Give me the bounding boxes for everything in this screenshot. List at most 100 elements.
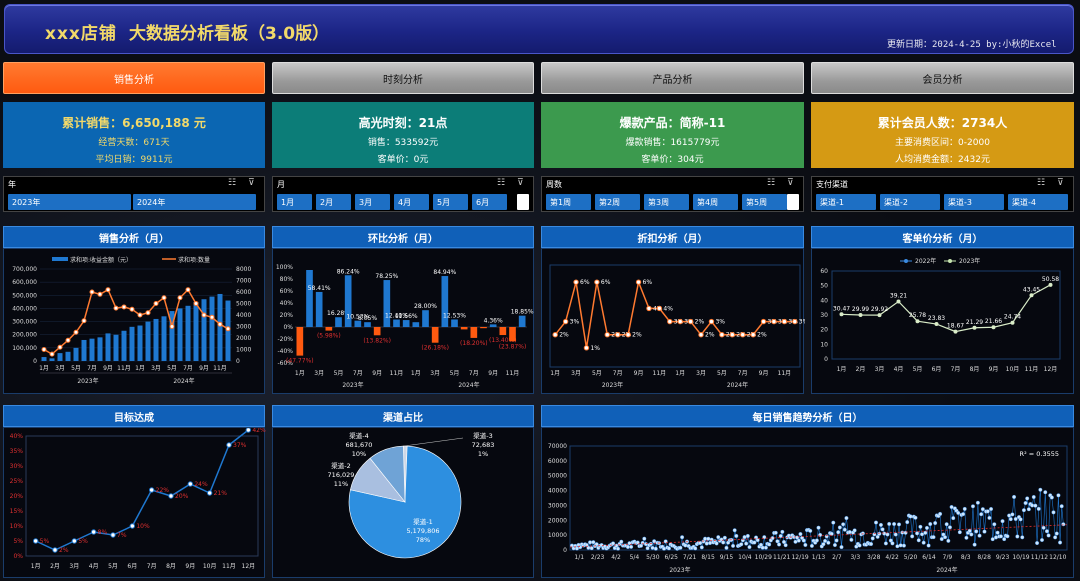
slicer-scroll[interactable] <box>787 194 799 210</box>
data-point <box>663 539 668 544</box>
slicer-item[interactable]: 2023年 <box>8 194 131 210</box>
data-point <box>589 546 594 551</box>
data-label: 2% <box>705 332 715 339</box>
x-tick: 7月 <box>613 370 623 377</box>
x-tick: 6/14 <box>922 554 936 561</box>
slicer-item[interactable]: 2024年 <box>133 194 256 210</box>
data-point <box>1026 507 1031 512</box>
tab-sales[interactable]: 销售分析 <box>3 62 265 94</box>
data-label: (13.40%) <box>489 337 517 344</box>
x-tick: 4月 <box>89 563 99 570</box>
line-point <box>740 332 746 338</box>
clear-filter-icon[interactable]: ⊽ <box>787 178 794 188</box>
data-point <box>780 529 785 534</box>
slicer-item[interactable]: 渠道-1 <box>816 194 876 210</box>
line-point <box>562 318 569 325</box>
data-label: 5% <box>78 538 88 545</box>
data-point <box>650 545 655 550</box>
tab-time[interactable]: 时刻分析 <box>272 62 534 94</box>
clear-filter-icon[interactable]: ⊽ <box>248 178 255 188</box>
data-point <box>652 539 657 544</box>
data-label: 18.85% <box>511 309 534 316</box>
data-point <box>887 521 892 526</box>
data-point <box>629 544 634 549</box>
data-point <box>714 541 719 546</box>
multi-select-icon[interactable]: ☷ <box>497 178 506 188</box>
data-point <box>1035 541 1040 546</box>
legend-label: 2023年 <box>959 257 980 265</box>
line-point <box>187 481 194 487</box>
slicer-item[interactable]: 渠道-3 <box>944 194 1004 210</box>
line-point <box>137 312 143 318</box>
slicer-item[interactable]: 渠道-2 <box>880 194 940 210</box>
kpi-main: 爆款产品：简称-11 <box>619 116 726 130</box>
y2-tick: 6000 <box>236 289 251 296</box>
data-point <box>964 535 969 540</box>
data-point <box>1021 508 1026 513</box>
data-point <box>956 510 961 515</box>
series-line <box>841 284 1051 333</box>
line-point <box>792 318 798 325</box>
line-point <box>89 289 95 295</box>
panel-mom: -60% -40% -20% 0% 20% 40% 60% 80% 100% (47.77%) 58… <box>272 248 534 394</box>
data-point <box>683 543 688 548</box>
slicer-item[interactable]: 渠道-4 <box>1008 194 1068 210</box>
data-point <box>781 539 786 544</box>
clear-filter-icon[interactable]: ⊽ <box>517 178 524 188</box>
slicer-scroll[interactable] <box>517 194 529 210</box>
multi-select-icon[interactable]: ☷ <box>767 178 776 188</box>
slicer-item[interactable]: 第1周 <box>546 194 591 210</box>
pie-pct: 10% <box>352 450 366 458</box>
data-label: 58.41% <box>308 285 331 292</box>
slicer-item[interactable]: 2月 <box>316 194 351 210</box>
data-point <box>816 525 821 530</box>
line-point <box>760 318 767 325</box>
multi-select-icon[interactable]: ☷ <box>1037 178 1046 188</box>
data-label: 8.05% <box>358 315 377 322</box>
clear-filter-icon[interactable]: ⊽ <box>1057 178 1064 188</box>
data-point <box>1005 534 1010 539</box>
x-tick: 11月 <box>506 370 520 377</box>
data-point <box>874 520 879 525</box>
x-tick: 3月 <box>69 563 79 570</box>
series-line <box>35 429 249 551</box>
slicer-item[interactable]: 6月 <box>472 194 507 210</box>
pie-label: 渠道-2 <box>331 461 350 470</box>
tab-member[interactable]: 会员分析 <box>811 62 1074 94</box>
slicer-item[interactable]: 4月 <box>394 194 429 210</box>
x-tick: 3月 <box>571 370 581 377</box>
slicer-item[interactable]: 第4周 <box>693 194 738 210</box>
slicer-item[interactable]: 第2周 <box>595 194 640 210</box>
panel-mom-title: 环比分析（月） <box>272 226 534 248</box>
x-tick: 5月 <box>167 365 177 372</box>
line-point <box>226 442 232 448</box>
slicer-item[interactable]: 第3周 <box>644 194 689 210</box>
bar <box>422 310 429 327</box>
data-label: (5.98%) <box>317 333 341 340</box>
tab-product[interactable]: 产品分析 <box>541 62 804 94</box>
y2-tick: 8000 <box>236 266 251 273</box>
data-point <box>722 535 727 540</box>
line-point <box>193 301 199 306</box>
slicer-item[interactable]: 1月 <box>277 194 312 210</box>
line-point <box>121 304 127 310</box>
x-tick: 2月 <box>856 366 866 373</box>
legend-swatch <box>52 257 68 261</box>
data-label: (23.87%) <box>499 343 527 350</box>
line-point <box>169 324 175 329</box>
data-label: 4.36% <box>484 317 503 324</box>
slicer-item[interactable]: 5月 <box>433 194 468 210</box>
slicer-item[interactable]: 3月 <box>355 194 390 210</box>
data-point <box>693 546 698 551</box>
bar <box>509 327 516 342</box>
x-tick: 8/15 <box>701 554 715 561</box>
line-point <box>708 318 715 325</box>
y-tick: 60 <box>820 268 828 275</box>
multi-select-icon[interactable]: ☷ <box>228 178 237 188</box>
kpi-card: 爆款产品：简称-11 爆款销售：1615779元 客单价：304元 <box>541 102 804 168</box>
data-point <box>653 546 658 551</box>
data-point <box>842 527 847 532</box>
x-tick: 1月 <box>837 366 847 373</box>
line-point <box>49 351 55 357</box>
slicer-item[interactable]: 第5周 <box>742 194 787 210</box>
